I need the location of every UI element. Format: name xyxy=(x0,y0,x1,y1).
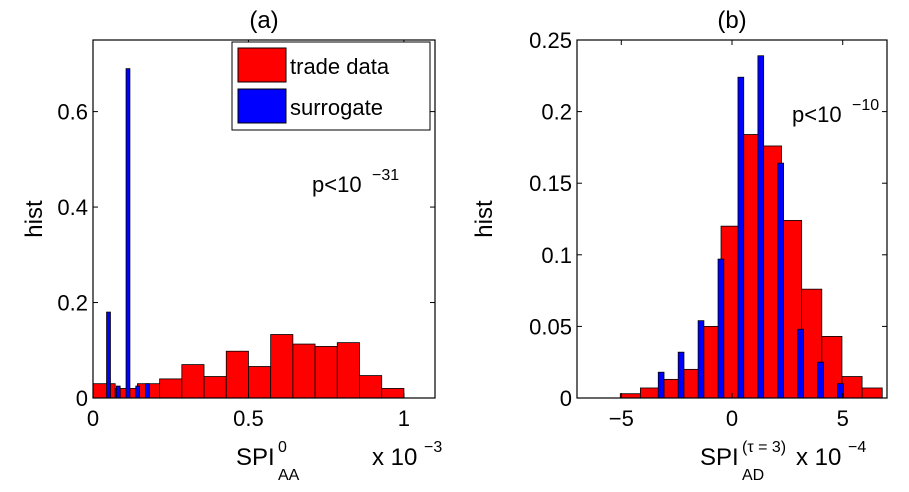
legend-swatch-surrogate xyxy=(237,88,287,124)
x-scale-label: x 10 xyxy=(796,444,841,471)
p-value-exponent: −31 xyxy=(372,167,399,184)
surrogate-bar xyxy=(777,162,784,399)
trade-bar xyxy=(248,366,272,399)
x-axis-label: SPI xyxy=(700,444,739,471)
legend: trade data surrogate xyxy=(231,41,431,131)
surrogate-bar xyxy=(717,258,725,399)
x-scale-exponent: −4 xyxy=(848,439,866,456)
surrogate-bar xyxy=(106,311,111,399)
p-value-annotation: p<10 xyxy=(792,102,842,127)
y-tick-label: 0.05 xyxy=(529,314,572,339)
y-tick-label: 0.1 xyxy=(541,243,572,268)
surrogate-bar xyxy=(145,383,150,399)
y-tick-label: 0.2 xyxy=(57,291,88,316)
trade-bar xyxy=(225,350,249,399)
trade-bar xyxy=(181,364,205,399)
trade-bar xyxy=(861,387,883,399)
surrogate-bar xyxy=(135,385,141,399)
x-tick-label: −5 xyxy=(609,406,634,431)
chart-title: (b) xyxy=(717,7,746,34)
legend-swatch-trade xyxy=(237,47,287,83)
x-tick-label: 0.5 xyxy=(233,406,264,431)
x-axis-label-base: SPI xyxy=(700,444,739,471)
surrogate-bar xyxy=(797,328,804,399)
legend-label: trade data xyxy=(290,54,390,79)
p-value-exponent: −10 xyxy=(852,97,879,114)
trade-bar xyxy=(314,346,338,399)
trade-bar xyxy=(619,393,641,399)
trade-bar xyxy=(359,375,383,399)
trade-bar xyxy=(292,343,316,399)
trade-bar xyxy=(841,376,863,399)
trade-bar xyxy=(336,342,360,399)
surrogate-bar xyxy=(817,361,824,399)
y-tick-label: 0.25 xyxy=(529,28,572,53)
y-tick-label: 0.6 xyxy=(57,100,88,125)
x-axis-label-base: SPI xyxy=(236,444,275,471)
chart-panel-b: −5 0 5 0 0.05 0.1 0.15 0.2 0.25 (b) hist SPI (τ = 3)… xyxy=(471,7,888,484)
x-tick-label: 1 xyxy=(398,406,410,431)
x-scale-label: x 10 xyxy=(372,444,417,471)
x-axis-label-sub: AA xyxy=(278,467,300,484)
x-tick-label: 0 xyxy=(87,406,99,431)
legend-label: surrogate xyxy=(290,95,383,120)
x-axis-label: SPI xyxy=(236,444,275,471)
surrogate-bar xyxy=(115,385,121,399)
p-value-annotation: p<10 xyxy=(312,172,362,197)
y-tick-label: 0.15 xyxy=(529,171,572,196)
x-axis-label-sup: (τ = 3) xyxy=(742,439,786,456)
plot-frame xyxy=(92,39,436,399)
x-scale-exponent: −3 xyxy=(424,439,442,456)
trade-bar xyxy=(203,376,227,399)
y-tick-label: 0 xyxy=(560,386,572,411)
surrogate-bar xyxy=(737,76,745,399)
y-tick-label: 0.2 xyxy=(541,100,572,125)
surrogate-bar xyxy=(697,320,705,399)
x-axis-label-sup: 0 xyxy=(278,439,287,456)
surrogate-bar xyxy=(125,68,131,399)
surrogate-bar xyxy=(757,55,765,399)
y-tick-label: 0.4 xyxy=(57,195,88,220)
surrogate-bar xyxy=(677,351,685,399)
y-tick-label: 0 xyxy=(76,386,88,411)
chart-title: (a) xyxy=(249,7,278,34)
surrogate-bar xyxy=(657,371,665,399)
trade-bar xyxy=(159,378,183,399)
x-tick-label: 0 xyxy=(726,406,738,431)
y-axis-label: hist xyxy=(21,200,48,238)
trade-bar xyxy=(92,383,116,399)
x-axis-label-sub: AD xyxy=(742,467,764,484)
trade-bar xyxy=(381,388,405,399)
y-axis-label: hist xyxy=(471,200,498,238)
x-tick-label: 5 xyxy=(837,406,849,431)
trade-bar xyxy=(640,387,661,399)
trade-bar xyxy=(270,334,294,399)
